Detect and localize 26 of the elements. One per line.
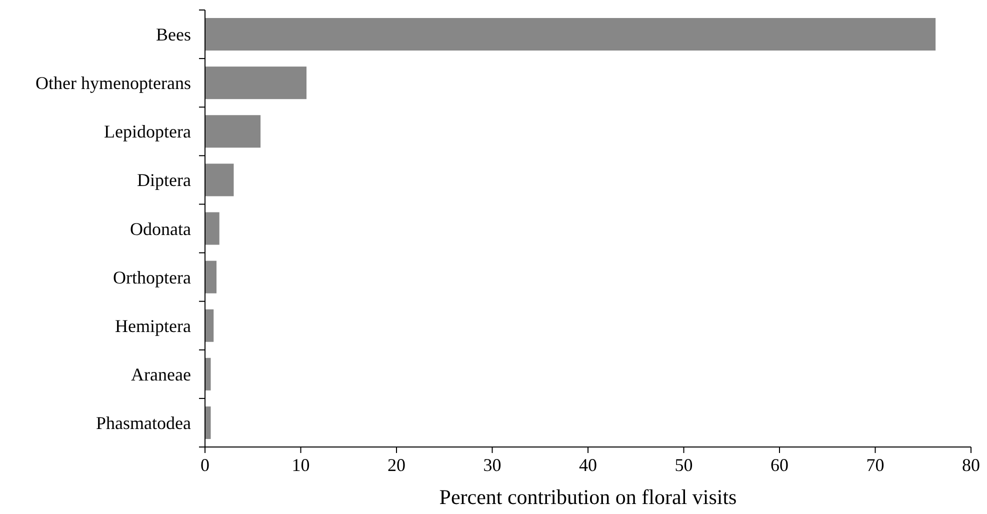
x-tick-label: 20 xyxy=(388,455,406,475)
y-tick-label: Bees xyxy=(156,24,191,45)
bar xyxy=(205,309,214,342)
y-tick-label: Orthoptera xyxy=(113,267,192,288)
x-tick-label: 10 xyxy=(292,455,310,475)
x-tick-label: 50 xyxy=(674,455,693,475)
bar xyxy=(205,66,306,100)
y-tick-label: Diptera xyxy=(137,170,191,190)
y-tick-label: Hemiptera xyxy=(115,316,192,336)
y-tick-label: Odonata xyxy=(130,218,192,239)
y-tick-label: Other hymenopterans xyxy=(36,73,191,94)
x-axis-title: Percent contribution on floral visits xyxy=(439,485,737,509)
bar xyxy=(205,260,216,294)
bar xyxy=(205,18,936,51)
y-tick-label: Lepidoptera xyxy=(104,122,191,142)
bar xyxy=(205,164,234,196)
x-tick-label: 40 xyxy=(579,455,597,475)
x-tick-label: 30 xyxy=(483,455,502,475)
bar xyxy=(205,115,261,148)
y-tick-label: Phasmatodea xyxy=(96,413,191,434)
x-tick-label: 70 xyxy=(866,455,884,475)
x-tick-label: 60 xyxy=(770,455,788,475)
x-tick-label: 0 xyxy=(200,455,210,475)
x-tick-label: 80 xyxy=(962,455,980,475)
bar xyxy=(205,212,220,245)
y-tick-label: Araneae xyxy=(131,364,192,384)
